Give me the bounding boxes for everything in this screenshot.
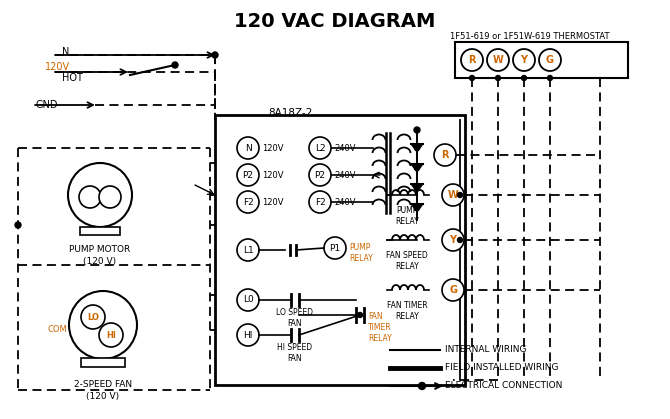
Text: ELECTRICAL CONNECTION: ELECTRICAL CONNECTION [445,382,562,391]
Circle shape [237,191,259,213]
Circle shape [99,186,121,208]
Text: 120 VAC DIAGRAM: 120 VAC DIAGRAM [234,12,436,31]
Circle shape [237,289,259,311]
Text: 240V: 240V [334,143,356,153]
Text: W: W [492,55,503,65]
Circle shape [442,229,464,251]
Text: FAN
TIMER
RELAY: FAN TIMER RELAY [368,312,392,343]
Text: HI SPEED
FAN: HI SPEED FAN [277,343,313,363]
Circle shape [79,186,101,208]
Text: LO: LO [87,313,99,321]
Text: W: W [448,190,458,200]
Text: FAN SPEED
RELAY: FAN SPEED RELAY [386,251,428,271]
Text: Y: Y [450,235,456,245]
Circle shape [237,324,259,346]
Circle shape [309,191,331,213]
Polygon shape [411,164,423,172]
Circle shape [309,164,331,186]
Circle shape [237,164,259,186]
Circle shape [358,313,362,318]
Text: HOT: HOT [62,73,83,83]
Circle shape [81,305,105,329]
Circle shape [487,49,509,71]
Polygon shape [411,204,423,212]
Text: R: R [442,150,449,160]
Text: L0: L0 [243,295,253,305]
Text: 120V: 120V [262,197,283,207]
Text: COM: COM [48,326,67,334]
Text: P2: P2 [243,171,253,179]
Text: INTERNAL WIRING: INTERNAL WIRING [445,346,527,354]
Text: FAN TIMER
RELAY: FAN TIMER RELAY [387,301,427,321]
Text: L1: L1 [243,246,253,254]
Circle shape [458,238,462,243]
Bar [80,227,120,235]
Circle shape [15,222,21,228]
Circle shape [309,137,331,159]
Text: G: G [546,55,554,65]
Circle shape [237,137,259,159]
Bar [455,42,628,78]
Text: GND: GND [35,100,58,110]
Circle shape [461,49,483,71]
Text: Y: Y [521,55,527,65]
Text: FIELD INSTALLED WIRING: FIELD INSTALLED WIRING [445,364,559,372]
Circle shape [496,75,500,80]
Circle shape [539,49,561,71]
Text: 120V: 120V [262,143,283,153]
Circle shape [513,49,535,71]
Text: LO SPEED
FAN: LO SPEED FAN [277,308,314,328]
Text: F2: F2 [243,197,253,207]
Circle shape [324,237,346,259]
Text: 8A18Z-2: 8A18Z-2 [268,108,312,118]
Text: 240V: 240V [334,171,356,179]
Circle shape [434,144,456,166]
Text: PUMP
RELAY: PUMP RELAY [349,243,373,263]
Text: G: G [449,285,457,295]
Circle shape [442,279,464,301]
Circle shape [415,205,419,210]
Circle shape [415,145,419,150]
Text: 120V: 120V [45,62,70,72]
Circle shape [212,52,218,58]
Text: 2-SPEED FAN
(120 V): 2-SPEED FAN (120 V) [74,380,132,401]
Circle shape [442,184,464,206]
Circle shape [99,323,123,347]
Text: 120V: 120V [262,171,283,179]
Text: 1F51-619 or 1F51W-619 THERMOSTAT: 1F51-619 or 1F51W-619 THERMOSTAT [450,32,610,41]
Circle shape [419,383,425,390]
Circle shape [172,62,178,68]
Text: N: N [62,47,70,57]
Circle shape [69,291,137,359]
Text: HI: HI [243,331,253,339]
Text: P2: P2 [314,171,326,179]
Text: PUMP
RELAY: PUMP RELAY [395,206,419,226]
Circle shape [415,166,419,171]
Polygon shape [411,184,423,192]
Circle shape [470,75,474,80]
Circle shape [414,127,420,133]
Circle shape [415,186,419,191]
Circle shape [521,75,527,80]
Text: F2: F2 [315,197,326,207]
Text: N: N [245,143,251,153]
Polygon shape [411,144,423,152]
Circle shape [237,239,259,261]
Bar [81,358,125,367]
Circle shape [458,192,462,197]
Bar [215,115,465,385]
Text: L2: L2 [315,143,326,153]
Text: HI: HI [106,331,116,339]
Circle shape [68,163,132,227]
Text: PUMP MOTOR
(120 V): PUMP MOTOR (120 V) [70,245,131,266]
Text: P1: P1 [330,243,340,253]
Text: 240V: 240V [334,197,356,207]
Circle shape [547,75,553,80]
Text: R: R [468,55,476,65]
